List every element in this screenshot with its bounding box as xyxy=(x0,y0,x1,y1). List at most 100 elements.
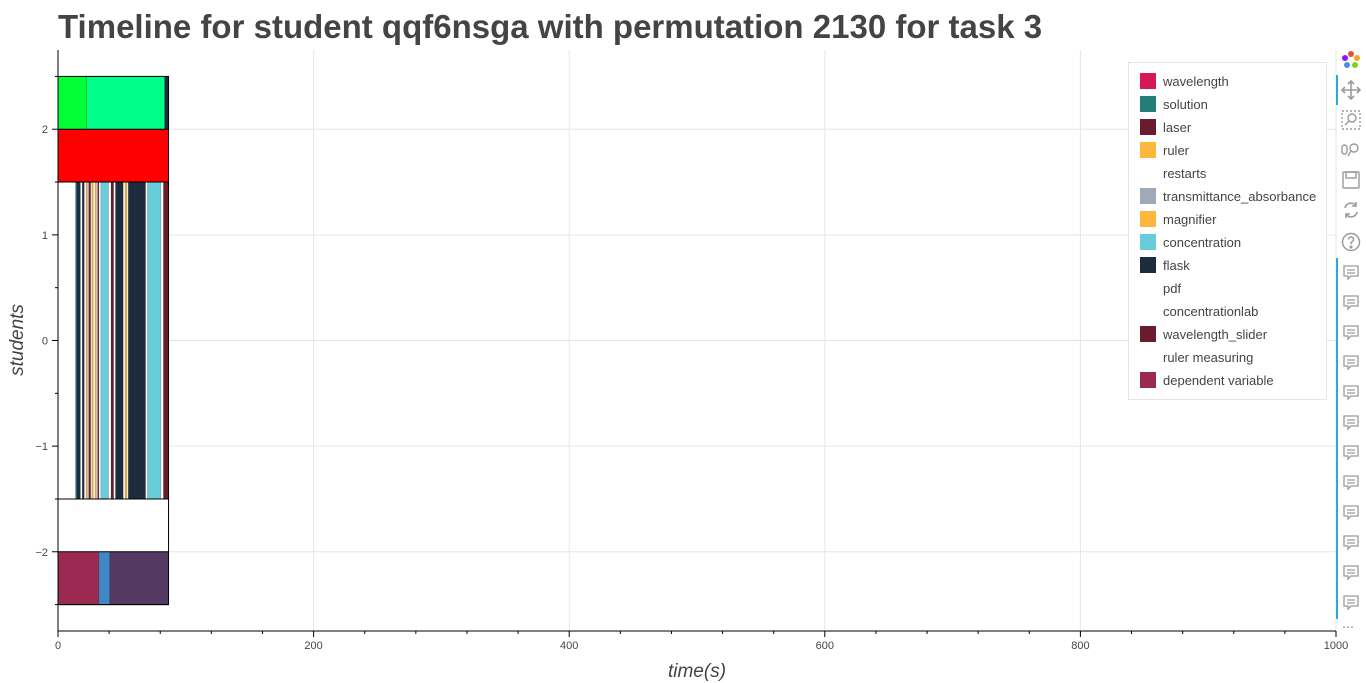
legend-swatch xyxy=(1140,303,1156,319)
legend-item[interactable]: magnifier xyxy=(1140,210,1216,228)
legend-item[interactable]: flask xyxy=(1140,256,1190,274)
hover-icon[interactable] xyxy=(1339,381,1363,405)
wheel-zoom-icon[interactable] xyxy=(1339,138,1363,162)
hover-icon[interactable] xyxy=(1339,441,1363,465)
legend-swatch xyxy=(1140,119,1156,135)
legend-label: pdf xyxy=(1163,280,1182,296)
x-tick-label: 200 xyxy=(304,640,322,652)
chart-toolbar: ⋯ xyxy=(1336,48,1366,638)
reset-icon[interactable] xyxy=(1339,198,1363,222)
timeline-bars xyxy=(57,75,170,606)
grid-lines xyxy=(58,50,1337,631)
legend-label: concentration xyxy=(1163,234,1242,250)
timeline-segment[interactable] xyxy=(128,181,146,500)
legend-label: dependent variable xyxy=(1163,372,1274,388)
legend-item[interactable]: ruler xyxy=(1140,141,1189,159)
legend-item[interactable]: restarts xyxy=(1140,164,1206,182)
legend-swatch xyxy=(1140,96,1156,112)
active-hover-indicator xyxy=(1336,258,1338,619)
legend-swatch xyxy=(1140,257,1156,273)
legend-swatch xyxy=(1140,349,1156,365)
legend-swatch xyxy=(1140,73,1156,89)
timeline-segment[interactable] xyxy=(98,551,111,605)
legend-swatch xyxy=(1140,280,1156,296)
hover-icon[interactable] xyxy=(1339,501,1363,525)
legend-item[interactable]: solution xyxy=(1140,95,1208,113)
legend-swatch xyxy=(1140,188,1156,204)
hover-icon[interactable] xyxy=(1339,561,1363,585)
legend-item[interactable]: transmittance_absorbance xyxy=(1140,187,1316,205)
timeline-segment[interactable] xyxy=(76,181,81,500)
legend-label: ruler xyxy=(1163,142,1190,158)
y-tick-label: 2 xyxy=(42,124,48,136)
legend-label: concentrationlab xyxy=(1163,303,1259,319)
timeline-segment[interactable] xyxy=(82,181,85,500)
hover-icon[interactable] xyxy=(1339,261,1363,285)
hover-icon[interactable] xyxy=(1339,291,1363,315)
axes: 0 200 400 600 800 1000 −2 −1 0 1 2 xyxy=(35,50,1348,652)
timeline-segment[interactable] xyxy=(97,181,100,500)
active-tool-indicator xyxy=(1336,75,1338,105)
chart-legend: wavelength solution laser ruler restarts tran… xyxy=(1128,62,1327,400)
more-tools-icon[interactable]: ⋯ xyxy=(1342,620,1354,634)
legend-item[interactable]: pdf xyxy=(1140,279,1181,297)
timeline-segment[interactable] xyxy=(91,181,94,500)
timeline-segment[interactable] xyxy=(163,181,169,500)
timeline-segment[interactable] xyxy=(147,181,162,500)
timeline-row-background xyxy=(58,498,169,552)
legend-label: magnifier xyxy=(1163,211,1217,227)
timeline-segment[interactable] xyxy=(94,181,97,500)
help-icon[interactable] xyxy=(1339,230,1363,254)
legend-label: wavelength_slider xyxy=(1163,326,1268,342)
hover-icon[interactable] xyxy=(1339,471,1363,495)
timeline-segment[interactable] xyxy=(164,76,169,130)
timeline-segment[interactable] xyxy=(57,128,169,183)
legend-swatch xyxy=(1140,326,1156,342)
legend-label: ruler measuring xyxy=(1163,349,1254,365)
hover-icon[interactable] xyxy=(1339,531,1363,555)
legend-swatch xyxy=(1140,211,1156,227)
hover-icon[interactable] xyxy=(1339,321,1363,345)
legend-label: flask xyxy=(1163,257,1190,273)
timeline-segment[interactable] xyxy=(57,76,88,130)
timeline-segment[interactable] xyxy=(85,181,88,500)
legend-label: wavelength xyxy=(1163,73,1229,89)
legend-item[interactable]: laser xyxy=(1140,118,1191,136)
x-tick-label: 800 xyxy=(1071,640,1089,652)
hover-icon[interactable] xyxy=(1339,591,1363,615)
legend-swatch xyxy=(1140,165,1156,181)
timeline-segment[interactable] xyxy=(124,181,128,500)
legend-swatch xyxy=(1140,372,1156,388)
pan-icon[interactable] xyxy=(1339,78,1363,102)
timeline-segment[interactable] xyxy=(86,76,165,130)
legend-item[interactable]: concentration xyxy=(1140,233,1241,251)
timeline-segment[interactable] xyxy=(88,181,91,500)
bokeh-logo-icon xyxy=(1339,48,1363,72)
box-zoom-icon[interactable] xyxy=(1339,108,1363,132)
x-axis-label: time(s) xyxy=(668,661,726,682)
legend-item[interactable]: concentrationlab xyxy=(1140,302,1258,320)
legend-item[interactable]: ruler measuring xyxy=(1140,348,1253,366)
legend-label: restarts xyxy=(1163,165,1207,181)
x-tick-label: 600 xyxy=(816,640,834,652)
timeline-segment[interactable] xyxy=(115,181,124,500)
legend-item[interactable]: wavelength xyxy=(1140,72,1229,90)
y-tick-label: −2 xyxy=(35,547,48,559)
legend-item[interactable]: wavelength_slider xyxy=(1140,325,1267,343)
y-axis-label: students xyxy=(7,304,28,376)
x-tick-label: 0 xyxy=(55,640,61,652)
hover-icon[interactable] xyxy=(1339,351,1363,375)
chart-title: Timeline for student qqf6nsga with permu… xyxy=(58,8,1043,45)
timeline-segment[interactable] xyxy=(57,551,100,605)
legend-swatch xyxy=(1140,142,1156,158)
save-icon[interactable] xyxy=(1339,168,1363,192)
timeline-segment[interactable] xyxy=(109,551,169,605)
y-tick-label: −1 xyxy=(35,441,48,453)
timeline-segment[interactable] xyxy=(100,181,109,500)
legend-label: laser xyxy=(1163,119,1192,135)
y-tick-label: 1 xyxy=(42,230,48,242)
timeline-segment[interactable] xyxy=(110,181,114,500)
legend-item[interactable]: dependent variable xyxy=(1140,371,1274,389)
hover-icon[interactable] xyxy=(1339,411,1363,435)
